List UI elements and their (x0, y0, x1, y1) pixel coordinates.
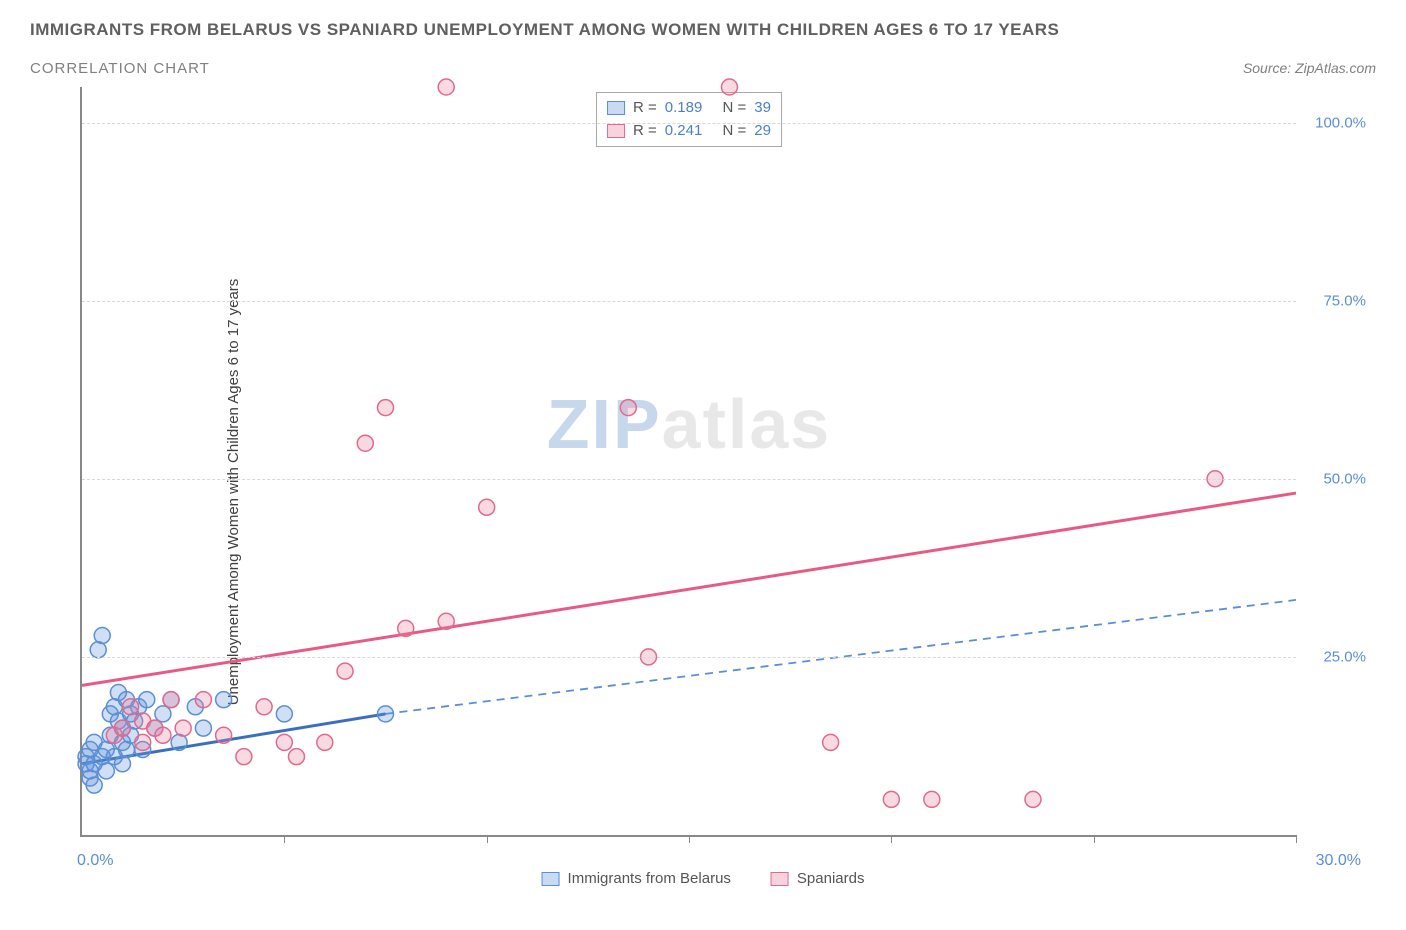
legend-item-spaniards: Spaniards (771, 870, 865, 887)
y-tick-label: 50.0% (1323, 470, 1366, 487)
x-axis-max-label: 30.0% (1316, 852, 1361, 870)
x-axis-min-label: 0.0% (77, 852, 113, 870)
chart-subtitle: CORRELATION CHART (30, 60, 210, 77)
gridline (82, 301, 1296, 302)
x-tick (891, 835, 892, 843)
legend-series-label: Spaniards (797, 870, 865, 887)
x-tick (284, 835, 285, 843)
scatter-svg (82, 87, 1296, 835)
legend-series-label: Immigrants from Belarus (568, 870, 731, 887)
subtitle-row: CORRELATION CHART Source: ZipAtlas.com (30, 60, 1376, 77)
x-tick (689, 835, 690, 843)
x-tick (487, 835, 488, 843)
gridline (82, 123, 1296, 124)
x-tick (1296, 835, 1297, 843)
gridline (82, 479, 1296, 480)
chart-container: Unemployment Among Women with Children A… (30, 87, 1376, 897)
source-attribution: Source: ZipAtlas.com (1243, 60, 1376, 76)
y-tick-label: 75.0% (1323, 292, 1366, 309)
gridline (82, 657, 1296, 658)
y-tick-label: 100.0% (1315, 114, 1366, 131)
legend-item-belarus: Immigrants from Belarus (542, 870, 731, 887)
x-tick (1094, 835, 1095, 843)
series-legend: Immigrants from Belarus Spaniards (542, 870, 865, 887)
swatch-icon (542, 872, 560, 886)
y-tick-label: 25.0% (1323, 648, 1366, 665)
plot-area: ZIPatlas R = 0.189 N = 39 R = 0.241 N = … (80, 87, 1296, 837)
chart-title: IMMIGRANTS FROM BELARUS VS SPANIARD UNEM… (30, 20, 1376, 40)
swatch-icon (771, 872, 789, 886)
